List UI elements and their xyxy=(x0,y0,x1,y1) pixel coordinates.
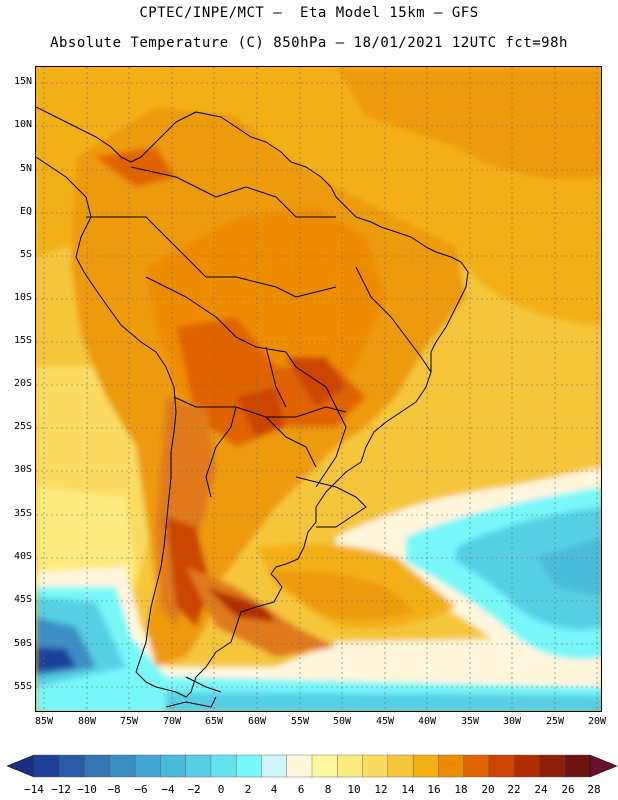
colorbar-cell xyxy=(109,754,136,778)
colorbar-label: −14 xyxy=(24,783,44,796)
colorbar-cell xyxy=(387,754,414,778)
colorbar-cell xyxy=(362,754,389,778)
lat-label: 55S xyxy=(13,681,32,692)
lat-label: 10N xyxy=(13,119,32,130)
lat-label: 25S xyxy=(13,421,32,432)
colorbar-cell xyxy=(33,754,60,778)
temperature-map xyxy=(35,66,602,712)
lon-label: 30W xyxy=(502,716,522,727)
map-title-line-2: Absolute Temperature (C) 850hPa – 18/01/… xyxy=(50,35,568,51)
lon-label: 50W xyxy=(332,716,352,727)
colorbar-label: 10 xyxy=(347,783,361,796)
colorbar-cell xyxy=(438,754,465,778)
colorbar-cell xyxy=(463,754,490,778)
lon-label: 65W xyxy=(204,716,224,727)
lon-label: 60W xyxy=(247,716,267,727)
map-title-line-1: CPTEC/INPE/MCT – Eta Model 15km – GFS xyxy=(139,5,479,21)
colorbar-label: 14 xyxy=(401,783,415,796)
colorbar-cell xyxy=(59,754,86,778)
lon-label: 85W xyxy=(34,716,54,727)
colorbar-cell xyxy=(84,754,111,778)
lon-label: 45W xyxy=(375,716,395,727)
colorbar-cell xyxy=(311,754,338,778)
lon-label: 35W xyxy=(460,716,480,727)
colorbar-label: −10 xyxy=(77,783,97,796)
colorbar-label: −6 xyxy=(134,783,148,796)
colorbar-cell xyxy=(235,754,262,778)
colorbar-label: −4 xyxy=(161,783,175,796)
lat-label: 35S xyxy=(13,508,32,519)
colorbar-label: −8 xyxy=(107,783,121,796)
colorbar-label: 0 xyxy=(217,783,225,796)
colorbar-under-arrow xyxy=(6,754,35,778)
colorbar-label: 16 xyxy=(427,783,441,796)
colorbar-label: 26 xyxy=(561,783,575,796)
colorbar-cell xyxy=(286,754,313,778)
colorbar-cell xyxy=(160,754,187,778)
lat-label: 30S xyxy=(13,464,32,475)
colorbar xyxy=(6,754,618,778)
temperature-field xyxy=(36,67,601,711)
colorbar-label: 18 xyxy=(454,783,468,796)
colorbar-label: 12 xyxy=(374,783,388,796)
colorbar-label: 20 xyxy=(481,783,495,796)
lon-label: 25W xyxy=(545,716,565,727)
lat-label: 15S xyxy=(13,335,32,346)
lat-label: 5S xyxy=(19,249,32,260)
colorbar-label: 22 xyxy=(507,783,521,796)
lon-label: 80W xyxy=(77,716,97,727)
colorbar-label: 24 xyxy=(534,783,548,796)
lat-label: EQ xyxy=(19,206,32,217)
lat-label: 10S xyxy=(13,292,32,303)
colorbar-label: −12 xyxy=(51,783,71,796)
colorbar-cell xyxy=(337,754,364,778)
colorbar-cell xyxy=(134,754,161,778)
lon-label: 75W xyxy=(119,716,139,727)
lon-label: 40W xyxy=(417,716,437,727)
lon-label: 55W xyxy=(290,716,310,727)
lat-label: 5N xyxy=(19,163,32,174)
colorbar-cell xyxy=(412,754,439,778)
lat-label: 50S xyxy=(13,638,32,649)
colorbar-cell xyxy=(210,754,237,778)
lat-label: 20S xyxy=(13,378,32,389)
lat-label: 15N xyxy=(13,76,32,87)
colorbar-cell xyxy=(185,754,212,778)
colorbar-label: 28 xyxy=(587,783,601,796)
colorbar-cell xyxy=(261,754,288,778)
colorbar-label: 4 xyxy=(270,783,278,796)
colorbar-cell xyxy=(513,754,540,778)
colorbar-cell xyxy=(564,754,591,778)
colorbar-over-arrow xyxy=(589,754,618,778)
colorbar-label: 6 xyxy=(297,783,305,796)
lat-label: 45S xyxy=(13,594,32,605)
colorbar-cell xyxy=(488,754,515,778)
colorbar-cell xyxy=(539,754,566,778)
lon-label: 70W xyxy=(162,716,182,727)
lon-label: 20W xyxy=(587,716,607,727)
lat-label: 40S xyxy=(13,551,32,562)
colorbar-label: 8 xyxy=(324,783,332,796)
colorbar-label: −2 xyxy=(187,783,201,796)
coastlines-borders xyxy=(36,106,469,708)
colorbar-label: 2 xyxy=(244,783,252,796)
